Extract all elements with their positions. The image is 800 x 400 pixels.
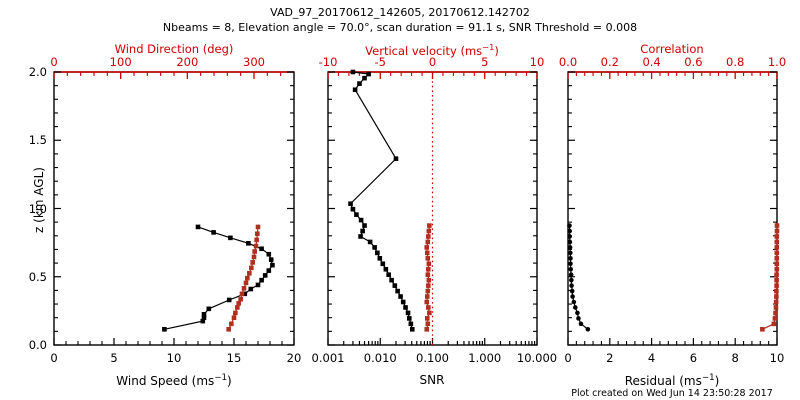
panel1-top-xtick-0: 0	[50, 55, 58, 69]
figure-title-line1: VAD_97_20170612_142605, 20170612.142702	[270, 6, 530, 19]
y-tick-4: 2.0	[28, 65, 47, 79]
panel2-top-axis-label: Vertical velocity (ms−1)	[365, 42, 499, 58]
panel3-xtick-5: 10	[769, 351, 785, 365]
panel1-top-xtick-2: 200	[176, 55, 199, 69]
panel3-top-xtick-2: 0.4	[642, 55, 661, 69]
panel3-top-xtick-0: 0.0	[558, 55, 578, 69]
panel1-top-axis-label: Wind Direction (deg)	[114, 42, 234, 56]
y-tick-0: 0.0	[28, 338, 47, 352]
panel1-xtick-3: 15	[226, 351, 242, 365]
figure-title-line2: Nbeams = 8, Elevation angle = 70.0°, sca…	[162, 21, 638, 34]
panel2-xtick-1: 0.010	[363, 351, 397, 365]
panel1-x-axis-label: Wind Speed (ms−1)	[116, 373, 232, 388]
panel1-xtick-2: 10	[166, 351, 182, 365]
panel2-x-axis-label: SNR	[419, 373, 445, 387]
panel3-xtick-4: 8	[731, 351, 739, 365]
panel3-top-xtick-5: 1.0	[767, 55, 787, 69]
panel2-top-xtick-1: -5	[374, 55, 386, 69]
y-tick-1: 0.5	[28, 269, 47, 284]
panel2-top-xtick-0: -10	[318, 55, 338, 69]
panel3-xtick-2: 4	[647, 351, 656, 365]
panel3-xtick-1: 2	[606, 351, 614, 365]
panel2-top-xtick-3: 5	[481, 55, 489, 69]
panel1-top-xtick-3: 300	[243, 55, 265, 69]
y-tick-2: 1.0	[28, 201, 47, 216]
panel2-xtick-0: 0.001	[311, 351, 345, 365]
y-tick-3: 1.5	[28, 133, 47, 148]
panel1-xtick-1: 5	[110, 351, 118, 365]
panel3-top-xtick-3: 0.6	[684, 55, 703, 69]
panel2-xtick-4: 10.000	[516, 351, 558, 365]
plot-timestamp: Plot created on Wed Jun 14 23:50:28 2017	[571, 388, 773, 399]
panel1-xtick-0: 0	[50, 351, 58, 365]
panel1-xtick-4: 20	[286, 351, 302, 365]
panel2-xtick-3: 1.000	[468, 351, 502, 365]
panel2-top-xtick-4: 10	[529, 55, 545, 69]
panel3-x-axis-label: Residual (ms−1)	[624, 373, 720, 388]
panel3-top-xtick-1: 0.2	[600, 55, 619, 69]
panel1-top-xtick-1: 100	[109, 55, 132, 69]
panel3-top-xtick-4: 0.8	[726, 55, 745, 69]
panel3-top-axis-label: Correlation	[640, 42, 704, 56]
panel3-xtick-0: 0	[564, 351, 572, 365]
panel2-xtick-2: 0.100	[416, 351, 449, 365]
panel3-xtick-3: 6	[689, 351, 698, 365]
panel2-top-xtick-2: 0	[428, 55, 437, 69]
